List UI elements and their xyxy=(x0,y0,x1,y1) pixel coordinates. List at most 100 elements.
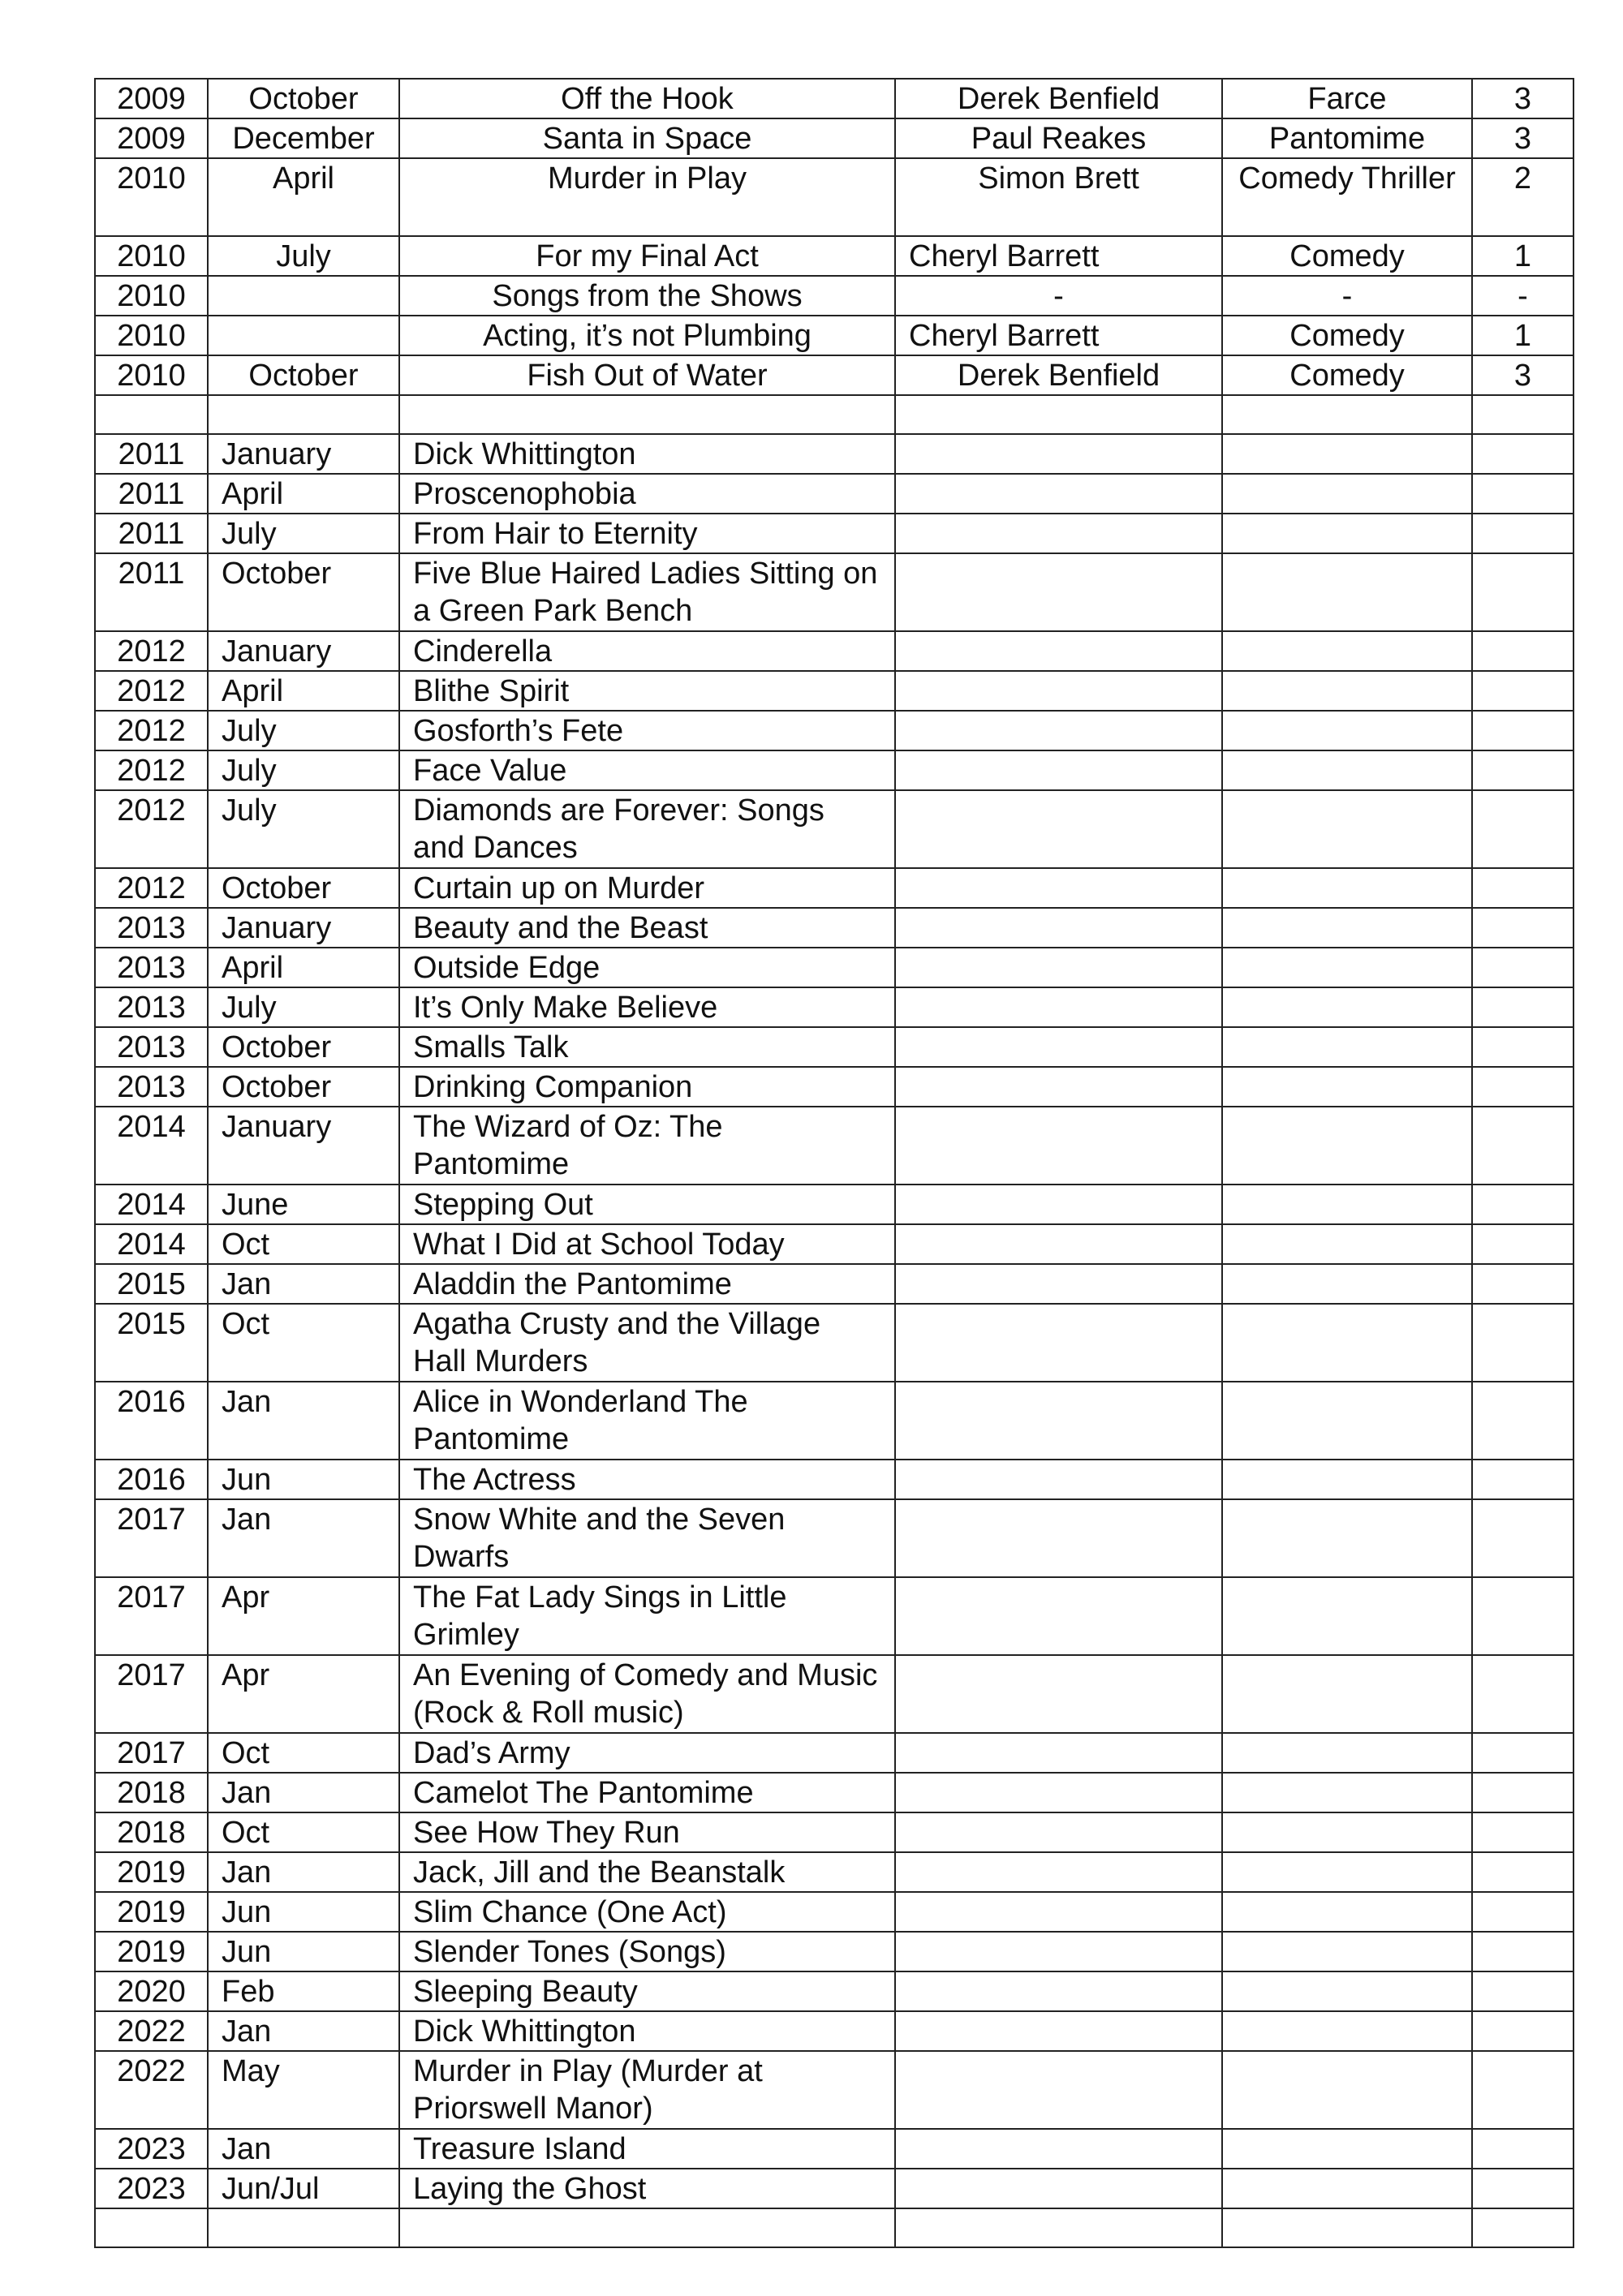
author-cell xyxy=(894,1381,1223,1460)
genre-cell xyxy=(1221,750,1473,791)
year-cell: 2009 xyxy=(94,78,209,119)
month-cell: April xyxy=(207,157,400,237)
title-cell: It’s Only Make Believe xyxy=(398,987,896,1028)
acts-cell xyxy=(1471,1971,1574,2012)
genre-cell xyxy=(1221,2128,1473,2169)
year-cell: 2019 xyxy=(94,1851,209,1893)
genre-cell xyxy=(1221,630,1473,672)
productions-table: 2009 October Off the Hook Derek Benfield Far… xyxy=(94,78,1574,2248)
genre-cell xyxy=(1221,1303,1473,1382)
title-cell: Sleeping Beauty xyxy=(398,1971,896,2012)
month-cell: April xyxy=(207,947,400,988)
author-cell: Cheryl Barrett xyxy=(894,315,1223,356)
year-cell: 2012 xyxy=(94,789,209,869)
author-cell xyxy=(894,1851,1223,1893)
year-cell: 2015 xyxy=(94,1303,209,1382)
year-cell: 2012 xyxy=(94,750,209,791)
author-cell xyxy=(894,1303,1223,1382)
table-row: 2014 January The Wizard of Oz: The Pantomi… xyxy=(94,1106,1574,1185)
table-row: 2017 Oct Dad’s Army xyxy=(94,1732,1574,1774)
table-row: 2010 October Fish Out of Water Derek Benfie… xyxy=(94,355,1574,396)
month-cell: Apr xyxy=(207,1576,400,1656)
title-cell: For my Final Act xyxy=(398,235,896,277)
table-row: 2010 Songs from the Shows - - - xyxy=(94,275,1574,316)
table-row: 2012 July Diamonds are Forever: Songs and … xyxy=(94,789,1574,869)
title-cell: Drinking Companion xyxy=(398,1066,896,1107)
year-cell: 2022 xyxy=(94,2010,209,2052)
acts-cell xyxy=(1471,1459,1574,1500)
author-cell: Derek Benfield xyxy=(894,78,1223,119)
genre-cell xyxy=(1221,1184,1473,1225)
genre-cell: Comedy Thriller xyxy=(1221,157,1473,237)
author-cell xyxy=(894,2010,1223,2052)
author-cell xyxy=(894,1223,1223,1265)
table-row: 2013 October Drinking Companion xyxy=(94,1066,1574,1107)
author-cell xyxy=(894,1732,1223,1774)
author-cell: Cheryl Barrett xyxy=(894,235,1223,277)
author-cell xyxy=(894,2168,1223,2209)
acts-cell xyxy=(1471,750,1574,791)
table-row: 2012 July Face Value xyxy=(94,750,1574,791)
acts-cell: 1 xyxy=(1471,235,1574,277)
title-cell: Gosforth’s Fete xyxy=(398,710,896,751)
title-cell: Alice in Wonderland The Pantomime xyxy=(398,1381,896,1460)
month-cell: Jun xyxy=(207,1931,400,1972)
month-cell: January xyxy=(207,630,400,672)
month-cell: January xyxy=(207,907,400,948)
month-cell: October xyxy=(207,553,400,632)
title-cell: Murder in Play (Murder at Priorswell Man… xyxy=(398,2050,896,2130)
month-cell: January xyxy=(207,433,400,475)
month-cell: Jan xyxy=(207,1381,400,1460)
acts-cell: 3 xyxy=(1471,118,1574,159)
table-row: 2010 Acting, it’s not Plumbing Cheryl Barr… xyxy=(94,315,1574,356)
genre-cell xyxy=(1221,1971,1473,2012)
author-cell xyxy=(894,1891,1223,1933)
month-cell: January xyxy=(207,1106,400,1185)
table-row: 2015 Oct Agatha Crusty and the Village Hal… xyxy=(94,1303,1574,1382)
author-cell xyxy=(894,433,1223,475)
genre-cell xyxy=(1221,1498,1473,1578)
title-cell: Face Value xyxy=(398,750,896,791)
author-cell xyxy=(894,2050,1223,2130)
acts-cell xyxy=(1471,1772,1574,1813)
table-row: 2016 Jan Alice in Wonderland The Pantomime xyxy=(94,1381,1574,1460)
month-cell xyxy=(207,2208,400,2248)
author-cell xyxy=(894,2208,1223,2248)
genre-cell xyxy=(1221,1654,1473,1734)
author-cell xyxy=(894,1971,1223,2012)
author-cell xyxy=(894,1576,1223,1656)
acts-cell xyxy=(1471,789,1574,869)
month-cell xyxy=(207,315,400,356)
acts-cell xyxy=(1471,1381,1574,1460)
acts-cell xyxy=(1471,987,1574,1028)
title-cell: Curtain up on Murder xyxy=(398,867,896,909)
year-cell xyxy=(94,394,209,435)
year-cell: 2010 xyxy=(94,315,209,356)
acts-cell xyxy=(1471,473,1574,514)
acts-cell xyxy=(1471,1498,1574,1578)
title-cell: Dad’s Army xyxy=(398,1732,896,1774)
author-cell xyxy=(894,750,1223,791)
acts-cell xyxy=(1471,2050,1574,2130)
author-cell xyxy=(894,630,1223,672)
year-cell: 2018 xyxy=(94,1772,209,1813)
genre-cell xyxy=(1221,789,1473,869)
table-row: 2015 Jan Aladdin the Pantomime xyxy=(94,1263,1574,1305)
table-row: 2022 May Murder in Play (Murder at Priorsw… xyxy=(94,2050,1574,2130)
acts-cell: 1 xyxy=(1471,315,1574,356)
genre-cell xyxy=(1221,1263,1473,1305)
year-cell xyxy=(94,2208,209,2248)
title-cell: Agatha Crusty and the Village Hall Murde… xyxy=(398,1303,896,1382)
acts-cell xyxy=(1471,2010,1574,2052)
acts-cell xyxy=(1471,670,1574,712)
genre-cell xyxy=(1221,1772,1473,1813)
table-row: 2020 Feb Sleeping Beauty xyxy=(94,1971,1574,2012)
author-cell: Simon Brett xyxy=(894,157,1223,237)
title-cell: See How They Run xyxy=(398,1812,896,1853)
table-row: 2017 Apr An Evening of Comedy and Music (R… xyxy=(94,1654,1574,1734)
genre-cell xyxy=(1221,1106,1473,1185)
acts-cell xyxy=(1471,907,1574,948)
genre-cell xyxy=(1221,947,1473,988)
table-row: 2013 January Beauty and the Beast xyxy=(94,907,1574,948)
title-cell: Jack, Jill and the Beanstalk xyxy=(398,1851,896,1893)
